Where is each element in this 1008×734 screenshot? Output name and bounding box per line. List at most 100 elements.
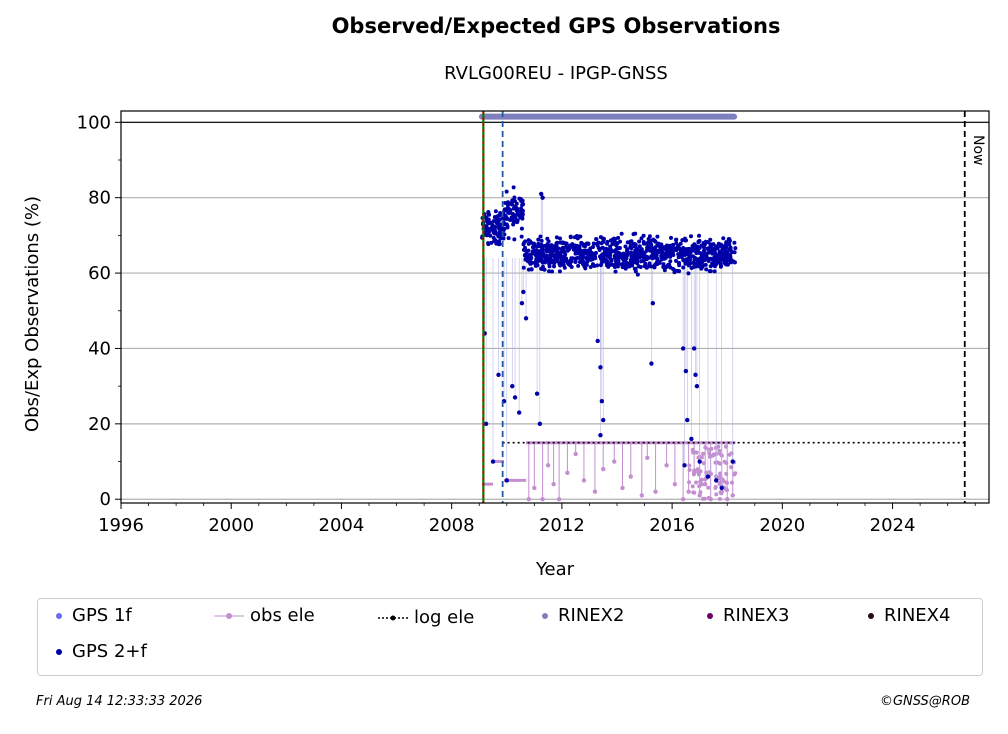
gps-2f-point xyxy=(603,257,608,262)
gps-2f-point xyxy=(669,248,674,253)
x-axis-label: Year xyxy=(535,559,575,580)
gps-2f-point xyxy=(676,255,681,260)
gps-2f-point xyxy=(516,210,521,215)
chart-title: Observed/Expected GPS Observations xyxy=(331,14,781,38)
gps-2f-point xyxy=(557,269,562,274)
y-tick-label: 40 xyxy=(88,338,111,359)
gps-2f-point xyxy=(523,316,529,321)
legend-item-log-ele: log ele xyxy=(378,607,474,628)
gps-2f-point xyxy=(685,417,690,423)
obs-ele-point xyxy=(551,481,556,487)
gps-2f-point xyxy=(613,269,618,274)
obs-ele-point xyxy=(710,453,715,458)
gps-2f-point xyxy=(609,258,614,263)
obs-ele-point xyxy=(680,497,686,502)
gps-2f-point xyxy=(601,236,606,241)
gps-2f-point xyxy=(708,256,713,261)
obs-ele-point xyxy=(695,467,700,472)
gps-2f-point xyxy=(708,242,713,247)
gps-2f-point xyxy=(529,255,534,260)
gps-2f-point xyxy=(619,262,624,267)
gps-2f-point xyxy=(537,256,542,261)
gps-2f-point xyxy=(489,225,494,230)
gps-2f-point xyxy=(492,215,497,220)
legend-item-rinex4: RINEX4 xyxy=(864,605,950,626)
gps-2f-point xyxy=(727,242,732,247)
gps-2f-point xyxy=(728,252,733,257)
gps-2f-point xyxy=(610,262,615,267)
obs-ele-point xyxy=(687,463,692,468)
gps-2f-point xyxy=(631,232,636,237)
gps-2f-point xyxy=(548,245,553,250)
gps-2f-point xyxy=(496,239,501,244)
gps-2f-point xyxy=(689,247,694,252)
obs-ele-point xyxy=(697,484,702,489)
gps-2f-point xyxy=(591,241,596,246)
gps-2f-point xyxy=(520,212,525,217)
gps-2f-point xyxy=(536,237,541,242)
y-tick-label: 20 xyxy=(88,414,111,435)
gps-2f-point xyxy=(599,260,604,265)
obs-ele-point xyxy=(690,484,695,489)
gps-2f-point xyxy=(662,268,667,273)
gps-2f-point xyxy=(608,247,613,252)
gps-2f-point xyxy=(716,253,721,258)
legend-item-gps-2f: GPS 2+f xyxy=(52,641,147,662)
gps-2f-point xyxy=(519,226,524,231)
legend-label: RINEX4 xyxy=(884,605,951,626)
gps-2f-point xyxy=(496,219,501,224)
gps-2f-point xyxy=(559,246,564,251)
gps-2f-point xyxy=(635,272,640,277)
gps-2f-point xyxy=(708,269,713,274)
gps-2f-point xyxy=(707,247,712,252)
gps-2f-point xyxy=(654,253,659,258)
obs-ele-point xyxy=(717,496,722,501)
gps-2f-point xyxy=(619,252,624,257)
gps-2f-point xyxy=(584,251,589,256)
gps-2f-point xyxy=(704,252,709,257)
gps-2f-point xyxy=(647,234,652,239)
gps-2f-point xyxy=(655,256,660,261)
obs-ele-point xyxy=(729,480,734,485)
footer-timestamp: Fri Aug 14 12:33:33 2026 xyxy=(36,694,203,709)
gps-2f-point xyxy=(512,395,518,400)
obs-ele-point xyxy=(709,446,714,451)
gps-2f-point xyxy=(542,267,547,272)
gps-2f-point xyxy=(723,246,728,251)
gps-2f-point xyxy=(638,248,643,253)
gps-2f-point xyxy=(555,252,560,257)
gps-2f-point xyxy=(732,250,737,255)
gps-2f-point xyxy=(504,478,509,483)
gps-2f-point xyxy=(720,245,725,250)
gps-2f-point xyxy=(552,245,557,250)
obs-ele-point xyxy=(565,470,570,476)
obs-ele-point xyxy=(733,471,738,476)
gps-2f-point xyxy=(645,264,650,269)
gps-2f-point xyxy=(614,252,619,257)
gps-2f-point xyxy=(688,257,693,262)
gps-2f-point xyxy=(619,231,624,236)
gps-2f-point xyxy=(531,244,536,249)
gps-2f-point xyxy=(637,239,642,244)
gps-2f-point xyxy=(653,239,658,244)
obs-ele-point xyxy=(701,461,706,466)
gps-2f-point xyxy=(511,216,516,221)
dot-marker-icon xyxy=(707,612,713,619)
gps-2f-point xyxy=(548,251,553,256)
gps-2f-point xyxy=(521,289,526,295)
obs-ele-point xyxy=(696,472,701,477)
gps-2f-point xyxy=(554,241,559,246)
obs-ele-point xyxy=(686,489,691,494)
gps-2f-point xyxy=(588,246,593,251)
gps-2f-point xyxy=(662,251,667,256)
gps-2f-point xyxy=(539,245,544,250)
gps-2f-point xyxy=(675,246,680,251)
gps-2f-point xyxy=(696,239,701,244)
obs-ele-point xyxy=(704,470,709,475)
obs-ele-point xyxy=(691,472,696,477)
legend-label: obs ele xyxy=(250,605,315,626)
gps-2f-point xyxy=(552,264,557,269)
legend-label: RINEX3 xyxy=(723,605,790,626)
gps-2f-point xyxy=(577,255,582,260)
obs-ele-point xyxy=(653,489,658,494)
